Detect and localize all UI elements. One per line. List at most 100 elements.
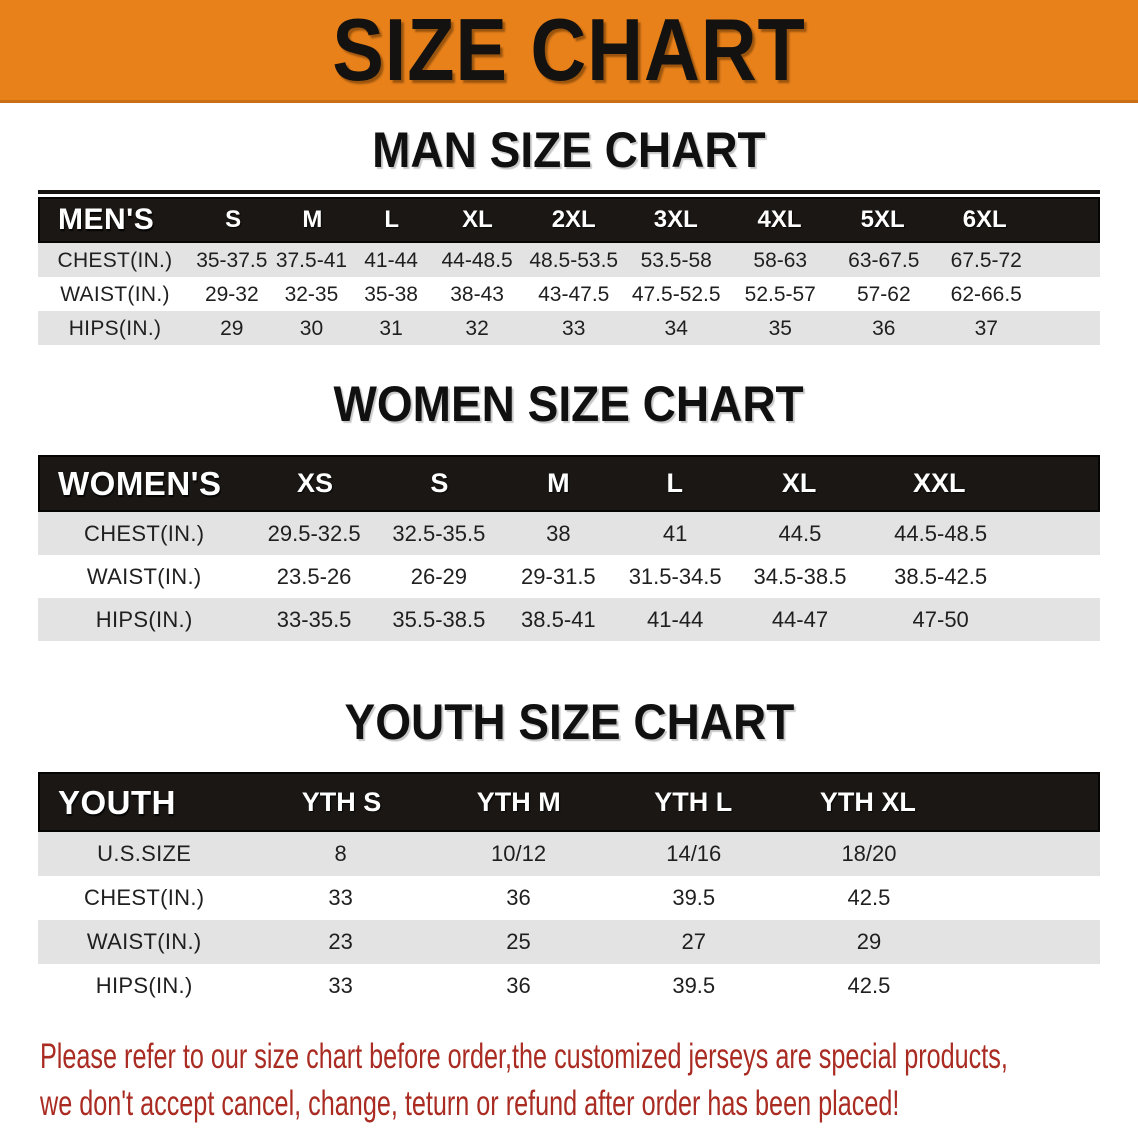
cell-value: 36 bbox=[506, 973, 531, 998]
cell-value: 43-47.5 bbox=[538, 282, 610, 306]
cell-value: 10/12 bbox=[491, 841, 547, 866]
size-column-header: 5XL bbox=[860, 206, 905, 233]
youth-table-rows: U.S.SIZE 8 10/12 14/16 18/20 CHEST(IN.) 33 36 39… bbox=[38, 832, 1100, 1008]
banner-title: SIZE CHART bbox=[332, 0, 806, 99]
table-row: CHEST(IN.) 35-37.5 37.5-41 41-44 44-48.5 48.5… bbox=[38, 243, 1100, 277]
men-size-table: MEN'S S M L XL 2XL 3XL 4XL 5XL 6XL CHEST(IN.) 35-3… bbox=[38, 190, 1100, 345]
cell-value: 39.5 bbox=[672, 973, 716, 998]
size-column-header: S bbox=[225, 206, 242, 233]
table-top-rule bbox=[38, 190, 1100, 194]
table-row: WAIST(IN.) 23 25 27 29 bbox=[38, 920, 1100, 964]
cell-value: 29-31.5 bbox=[521, 563, 596, 589]
cell-value: 63-67.5 bbox=[848, 248, 920, 272]
disclaimer-line-2: we don't accept cancel, change, teturn o… bbox=[40, 1084, 900, 1123]
cell-value: 47.5-52.5 bbox=[631, 282, 721, 306]
cell-value: 42.5 bbox=[847, 885, 891, 910]
cell-value: 36 bbox=[872, 316, 896, 340]
cell-value: 29 bbox=[220, 316, 244, 340]
cell-value: 47-50 bbox=[912, 606, 969, 632]
man-section-heading-text: MAN SIZE CHART bbox=[372, 122, 766, 178]
table-row: WAIST(IN.) 29-32 32-35 35-38 38-43 43-47.5 47.… bbox=[38, 277, 1100, 311]
cell-value: 26-29 bbox=[410, 563, 468, 589]
table-row: HIPS(IN.) 33 36 39.5 42.5 bbox=[38, 964, 1100, 1008]
cell-value: 35-37.5 bbox=[196, 248, 268, 272]
row-label: WAIST(IN.) bbox=[86, 563, 202, 589]
cell-value: 32 bbox=[465, 316, 489, 340]
cell-value: 44.5-48.5 bbox=[894, 520, 988, 546]
disclaimer: Please refer to our size chart before or… bbox=[40, 1033, 1138, 1127]
man-section-heading: MAN SIZE CHART bbox=[0, 124, 1138, 176]
cell-value: 39.5 bbox=[672, 885, 716, 910]
cell-value: 23 bbox=[328, 929, 353, 954]
cell-value: 35.5-38.5 bbox=[392, 606, 486, 632]
table-row: HIPS(IN.) 33-35.5 35.5-38.5 38.5-41 41-44 44-… bbox=[38, 598, 1100, 641]
row-label: CHEST(IN.) bbox=[84, 885, 205, 910]
cell-value: 35-38 bbox=[364, 282, 418, 306]
cell-value: 23.5-26 bbox=[276, 563, 352, 589]
women-section-heading-text: WOMEN SIZE CHART bbox=[333, 376, 805, 432]
row-label: WAIST(IN.) bbox=[60, 282, 170, 306]
size-column-header: YTH S bbox=[301, 786, 382, 817]
cell-value: 34 bbox=[664, 316, 688, 340]
cell-value: 37.5-41 bbox=[275, 248, 348, 272]
youth-section-heading: YOUTH SIZE CHART bbox=[0, 696, 1138, 748]
row-label: HIPS(IN.) bbox=[95, 606, 193, 632]
table-corner-label: WOMEN'S bbox=[58, 465, 222, 502]
cell-value: 58-63 bbox=[753, 248, 808, 272]
size-column-header: L bbox=[384, 206, 400, 233]
cell-value: 33-35.5 bbox=[276, 606, 352, 632]
cell-value: 38-43 bbox=[450, 282, 504, 306]
row-label: HIPS(IN.) bbox=[68, 316, 162, 340]
cell-value: 33 bbox=[328, 885, 353, 910]
cell-value: 38.5-41 bbox=[521, 606, 596, 632]
cell-value: 30 bbox=[299, 316, 324, 340]
cell-value: 67.5-72 bbox=[950, 248, 1022, 272]
table-corner-label: MEN'S bbox=[58, 203, 155, 236]
cell-value: 27 bbox=[681, 929, 706, 954]
cell-value: 32-35 bbox=[284, 282, 339, 306]
row-label: WAIST(IN.) bbox=[86, 929, 202, 954]
women-table-rows: CHEST(IN.) 29.5-32.5 32.5-35.5 38 41 44.5 44.5… bbox=[38, 512, 1100, 641]
women-table-header: WOMEN'S XS S M L XL XXL bbox=[38, 455, 1100, 512]
size-chart-banner: SIZE CHART bbox=[0, 0, 1138, 103]
size-column-header: YTH L bbox=[654, 786, 733, 817]
cell-value: 38 bbox=[546, 520, 571, 546]
men-table-header: MEN'S S M L XL 2XL 3XL 4XL 5XL 6XL bbox=[38, 197, 1100, 243]
table-row: CHEST(IN.) 33 36 39.5 42.5 bbox=[38, 876, 1100, 920]
size-column-header: 3XL bbox=[653, 206, 698, 233]
cell-value: 29.5-32.5 bbox=[267, 520, 361, 546]
cell-value: 48.5-53.5 bbox=[529, 248, 619, 272]
cell-value: 37 bbox=[974, 316, 998, 340]
size-column-header: 4XL bbox=[757, 206, 802, 233]
row-label: CHEST(IN.) bbox=[57, 248, 173, 272]
cell-value: 33 bbox=[562, 316, 586, 340]
cell-value: 41-44 bbox=[647, 606, 704, 632]
cell-value: 44-48.5 bbox=[441, 248, 513, 272]
size-column-header: XL bbox=[781, 468, 817, 498]
cell-value: 31 bbox=[379, 316, 403, 340]
size-column-header: XL bbox=[462, 206, 493, 233]
row-label: CHEST(IN.) bbox=[84, 520, 205, 546]
cell-value: 53.5-58 bbox=[640, 248, 712, 272]
women-section-heading: WOMEN SIZE CHART bbox=[0, 378, 1138, 430]
table-row: U.S.SIZE 8 10/12 14/16 18/20 bbox=[38, 832, 1100, 876]
cell-value: 36 bbox=[506, 885, 531, 910]
youth-size-table: YOUTH YTH S YTH M YTH L YTH XL U.S.SIZE 8 10/1… bbox=[38, 772, 1100, 1008]
size-column-header: 6XL bbox=[962, 206, 1007, 233]
cell-value: 14/16 bbox=[666, 841, 722, 866]
cell-value: 33 bbox=[328, 973, 353, 998]
cell-value: 57-62 bbox=[856, 282, 911, 306]
size-column-header: YTH M bbox=[476, 786, 561, 817]
cell-value: 38.5-42.5 bbox=[894, 563, 988, 589]
table-row: HIPS(IN.) 29 30 31 32 33 34 35 36 37 bbox=[38, 311, 1100, 345]
cell-value: 52.5-57 bbox=[744, 282, 816, 306]
cell-value: 29-32 bbox=[204, 282, 259, 306]
cell-value: 31.5-34.5 bbox=[628, 563, 722, 589]
cell-value: 44.5 bbox=[778, 520, 822, 546]
cell-value: 29 bbox=[856, 929, 882, 954]
size-column-header: M bbox=[547, 468, 570, 498]
size-column-header: L bbox=[666, 468, 684, 498]
size-column-header: S bbox=[430, 468, 449, 498]
table-row: WAIST(IN.) 23.5-26 26-29 29-31.5 31.5-34.5 34… bbox=[38, 555, 1100, 598]
size-column-header: XS bbox=[297, 468, 334, 498]
